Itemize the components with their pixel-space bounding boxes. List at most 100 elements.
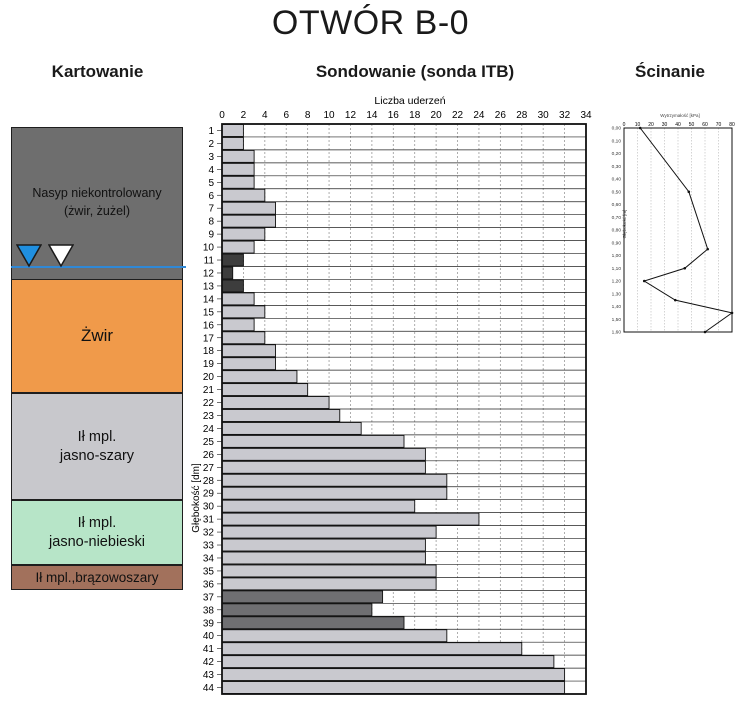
sond-bar [221,564,437,578]
sond-y-tick-label: 32 [203,528,215,539]
sond-y-tick-label: 28 [203,476,215,487]
sond-y-tick-label: 24 [203,424,215,435]
layer-il-szary-label: Ił mpl. [77,428,117,445]
sond-bar [221,629,448,643]
sond-y-tick-label: 44 [203,683,215,694]
shear-y-tick-label: 0,50 [612,189,622,195]
layer-zwir-label: Żwir [80,326,114,345]
sond-bar [221,162,255,176]
shear-x-tick-label: 0 [623,122,626,128]
sond-x-tick-label: 34 [580,110,592,121]
sond-bar [221,434,405,448]
sond-x-tick-label: 26 [495,110,507,121]
shear-x-tick-label: 40 [675,122,681,128]
shear-y-tick-label: 1,10 [612,266,622,272]
sond-bar [221,422,362,435]
shear-y-tick-label: 0,70 [612,215,622,221]
shear-point [687,190,691,194]
sond-bar [221,344,276,358]
sond-bar [221,240,255,254]
sond-y-tick-label: 36 [203,579,215,590]
sond-y-axis-label: Głębokość [dm] [191,463,202,533]
sond-y-tick-label: 39 [203,618,215,629]
sond-x-tick-label: 14 [366,110,378,121]
sond-bar [221,201,276,215]
sond-x-tick-label: 28 [516,110,528,121]
sond-bar [221,460,426,474]
layer-il-jasno-niebieski: Ił mpl. jasno-niebieski [11,500,183,565]
sond-y-tick-label: 33 [203,541,215,552]
sondowanie-title: Sondowanie (sonda ITB) [315,62,515,81]
sond-bar [221,681,566,694]
sond-x-tick-label: 30 [538,110,550,121]
shear-x-tick-label: 70 [716,122,722,128]
shear-y-tick-label: 1,00 [612,253,622,259]
shear-point [642,279,646,283]
sond-y-tick-label: 20 [203,372,215,383]
sond-y-tick-label: 5 [208,178,214,189]
sond-y-tick-label: 19 [203,359,215,370]
shear-x-tick-label: 50 [689,122,695,128]
sond-y-tick-label: 37 [203,592,215,603]
sond-x-tick-label: 0 [219,110,225,121]
sond-y-tick-label: 30 [203,502,215,513]
sond-x-tick-label: 32 [559,110,571,121]
shear-y-tick-label: 0,20 [612,151,622,157]
shear-x-tick-label: 20 [648,122,654,128]
sond-x-tick-label: 22 [452,110,464,121]
page-title: OTWÓR B-0 [271,4,470,42]
shear-point [683,266,687,270]
shear-y-tick-label: 0,90 [612,240,622,246]
shear-x-tick-label: 60 [702,122,708,128]
sond-y-tick-label: 12 [203,268,215,279]
sond-bar [221,473,448,487]
sond-bar [221,655,555,669]
sond-x-axis-label: Liczba uderzeń [374,95,445,107]
sond-y-tick-label: 38 [203,605,215,616]
layer-il-braz-label: Ił mpl.,brązowoszary [35,570,159,585]
sond-bar [221,590,384,604]
shear-y-tick-label: 1,20 [612,279,622,285]
sond-y-tick-label: 40 [203,631,215,642]
sond-y-tick-label: 3 [208,152,214,163]
layer-nasyp-label: Nasyp niekontrolowany [32,186,162,200]
sond-bar [221,357,276,371]
shear-x-tick-label: 80 [729,122,735,128]
sond-bar [221,668,566,681]
sond-y-tick-label: 16 [203,320,215,331]
sond-y-tick-label: 10 [203,243,215,254]
sond-x-tick-label: 18 [409,110,421,121]
sond-bar [221,616,405,630]
shear-point [706,247,709,251]
sondowanie-chart: Liczba uderzeń Głębokość [dm] 0 2 4 6 8 10 12 1… [191,95,592,695]
sond-bar [221,137,244,150]
shear-point [674,298,677,302]
sond-bar [221,551,426,565]
sond-bar [221,642,523,656]
sond-bar [221,396,330,409]
shear-y-tick-label: 0,10 [612,138,622,144]
sond-bar [221,175,255,189]
sond-bar [221,447,426,461]
water-level-empty-icon [48,244,74,268]
sond-y-tick-label: 27 [203,463,215,474]
sond-y-tick-label: 11 [204,256,215,267]
sond-bar [221,486,448,500]
sond-bar [221,383,309,396]
sond-y-tick-label: 7 [208,204,214,215]
sond-x-tick-label: 12 [345,110,357,121]
sond-y-tick-label: 25 [203,437,215,448]
sond-bar [221,370,298,384]
sond-y-tick-label: 34 [203,553,215,564]
sond-bar [221,227,266,241]
sond-x-tick-label: 10 [323,110,335,121]
sond-y-tick-label: 2 [208,139,214,150]
shear-x-tick-label: 10 [635,122,641,128]
sond-bar [221,253,244,267]
scinanie-chart: Wytrzymałość [kPa] Głębokość [m] 0 10 20 30… [612,113,735,336]
sond-plot-frame [221,123,587,695]
sond-bar [221,188,266,202]
sond-y-tick-label: 23 [203,411,215,422]
sond-y-tick-label: 13 [203,281,215,292]
sond-bar [221,292,255,306]
